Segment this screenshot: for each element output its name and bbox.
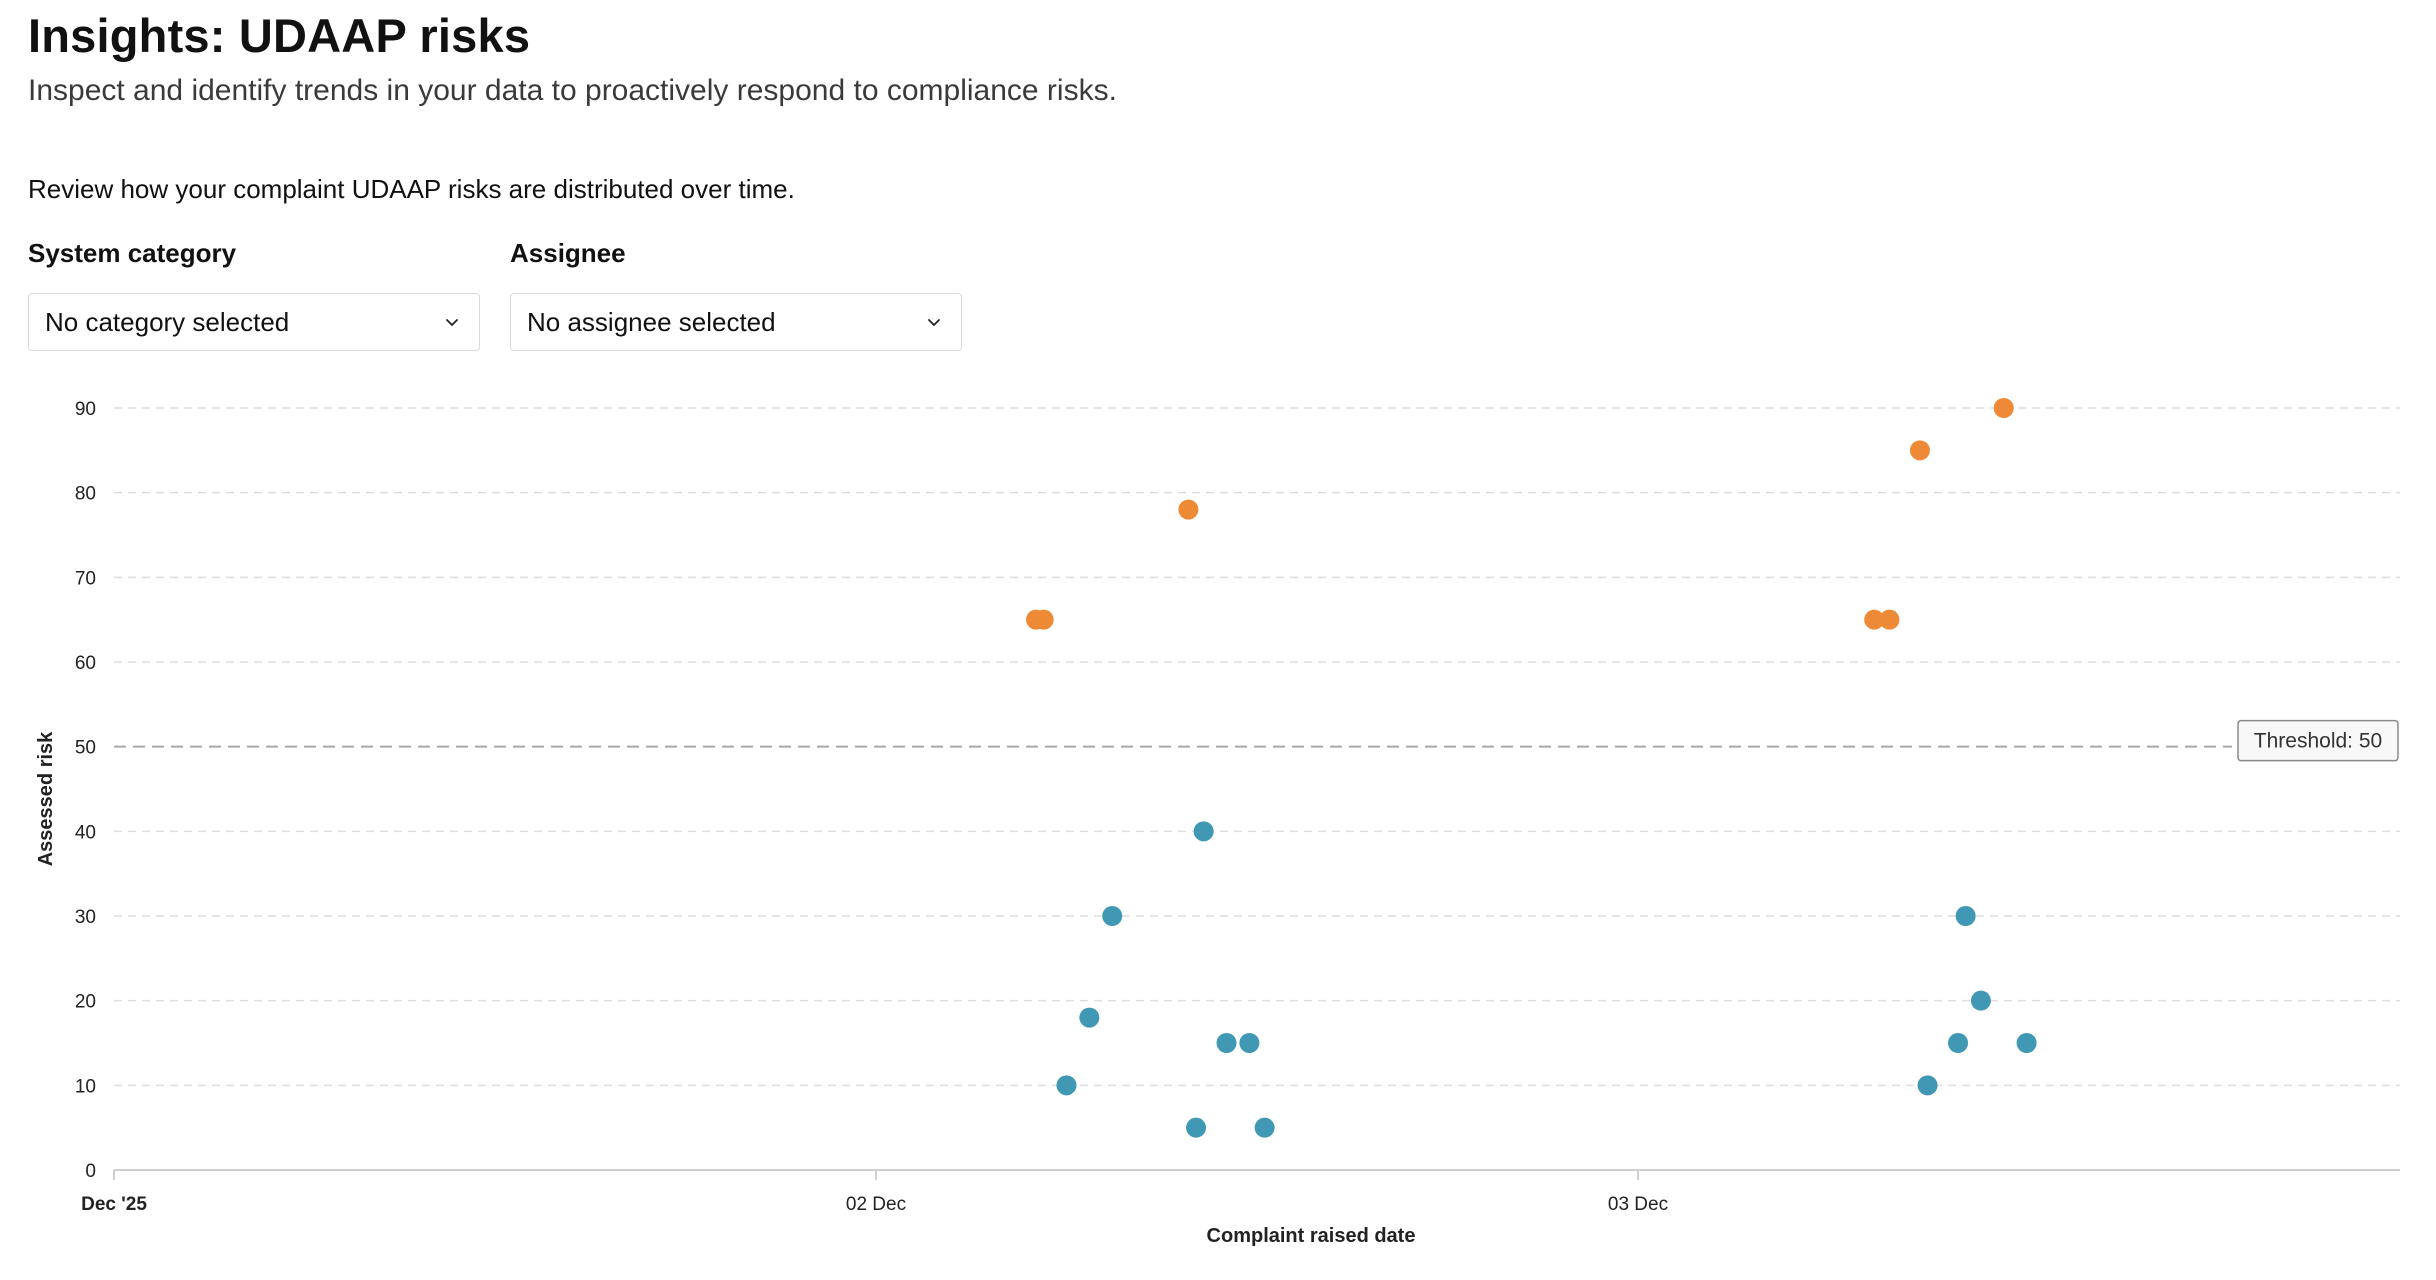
data-point — [1970, 990, 1991, 1011]
data-point — [1909, 440, 1930, 461]
assignee-value: No assignee selected — [527, 306, 776, 337]
y-tick-label: 40 — [75, 822, 96, 843]
y-axis-title: Assessed risk — [35, 731, 57, 866]
y-tick-label: 60 — [75, 653, 96, 674]
data-point — [1948, 1033, 1969, 1053]
data-point — [1193, 821, 1214, 842]
x-axis-title: Complaint raised date — [1207, 1225, 1416, 1247]
threshold-label-box — [2237, 719, 2399, 762]
page-subtitle: Inspect and identify trends in your data… — [28, 74, 1117, 107]
threshold-label: Threshold: 50 — [2254, 730, 2382, 753]
system-category-label: System category — [28, 238, 237, 268]
assignee-select[interactable]: No assignee selected — [510, 293, 962, 351]
data-point — [1186, 1117, 1207, 1138]
y-tick-label: 70 — [75, 568, 96, 589]
y-tick-label: 10 — [75, 1076, 96, 1097]
assignee-label: Assignee — [510, 238, 626, 268]
data-point — [1917, 1075, 1938, 1096]
data-point — [1216, 1033, 1237, 1053]
data-point — [1254, 1117, 1275, 1138]
chevron-down-icon — [441, 311, 463, 333]
y-tick-label: 20 — [75, 992, 96, 1013]
y-tick-label: 30 — [75, 907, 96, 928]
data-point — [1864, 609, 1885, 630]
system-category-value: No category selected — [45, 306, 290, 337]
data-point — [1239, 1033, 1260, 1053]
data-point — [1056, 1075, 1077, 1096]
y-tick-label: 50 — [75, 738, 96, 759]
data-point — [1993, 398, 2014, 418]
data-point — [1955, 906, 1976, 926]
data-point — [1102, 906, 1123, 926]
data-point — [1879, 609, 1900, 630]
y-tick-label: 80 — [75, 484, 96, 505]
data-point — [1178, 499, 1199, 520]
chart-description: Review how your complaint UDAAP risks ar… — [28, 174, 795, 204]
data-point — [1079, 1007, 1100, 1028]
y-tick-label: 90 — [75, 399, 96, 420]
y-tick-label: 0 — [85, 1161, 96, 1182]
page-title: Insights: UDAAP risks — [28, 9, 531, 62]
chevron-down-icon — [923, 311, 945, 333]
x-tick-label: Dec '25 — [81, 1194, 147, 1215]
data-point — [1033, 609, 1054, 630]
x-tick-label: 03 Dec — [1608, 1194, 1668, 1215]
x-tick-label: 02 Dec — [846, 1194, 906, 1215]
data-point — [2016, 1033, 2037, 1053]
system-category-select[interactable]: No category selected — [28, 293, 480, 351]
